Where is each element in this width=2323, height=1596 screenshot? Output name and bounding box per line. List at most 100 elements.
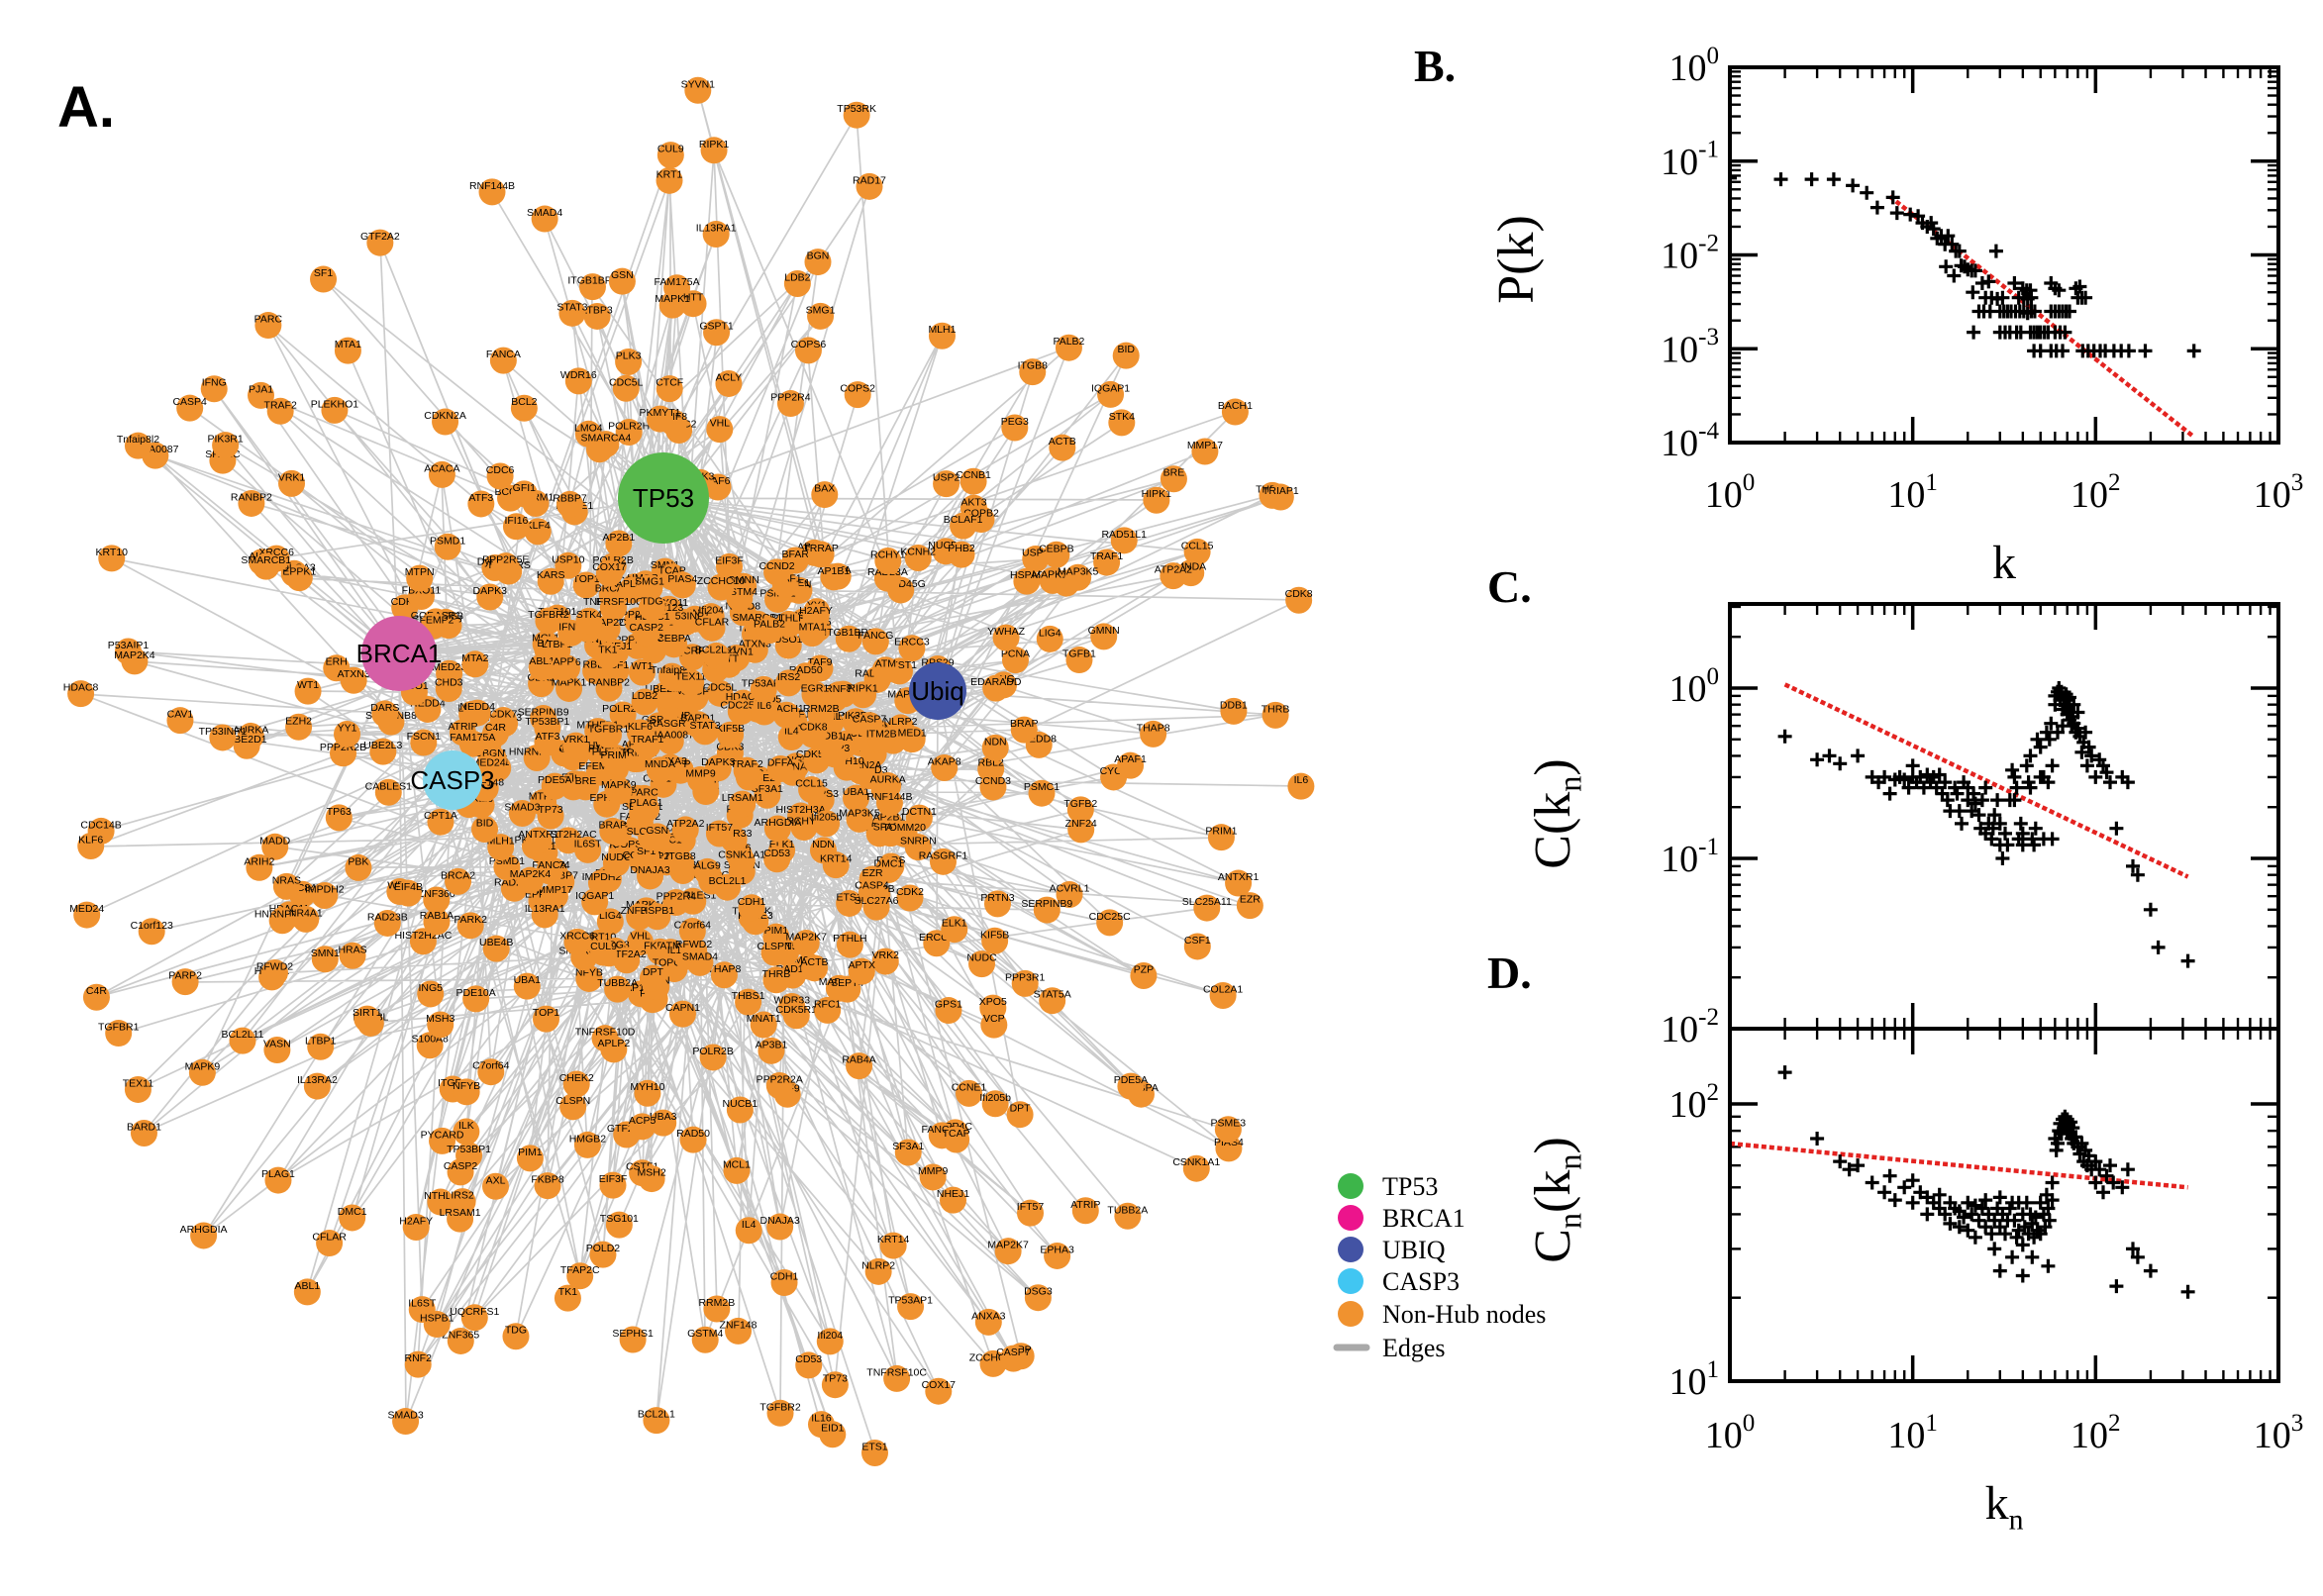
network-node bbox=[247, 381, 274, 409]
network-node-label: SMAD4 bbox=[682, 950, 718, 962]
network-node bbox=[138, 918, 165, 946]
network-node bbox=[573, 1131, 601, 1158]
network-node bbox=[462, 985, 490, 1013]
network-node-label: RAD17 bbox=[853, 174, 886, 186]
network-node-label: AURKA bbox=[233, 724, 268, 736]
network-node-label: MAPK1 bbox=[655, 293, 690, 305]
network-node-label: TP73 bbox=[539, 804, 563, 816]
network-node bbox=[725, 1317, 753, 1345]
network-node-label: PDE5A bbox=[538, 774, 571, 786]
network-node-label: PPP2R2A bbox=[757, 1074, 803, 1086]
network-node bbox=[563, 928, 591, 955]
network-node bbox=[572, 571, 600, 599]
network-node-label: PYCARD bbox=[421, 1129, 464, 1141]
network-node bbox=[456, 912, 484, 940]
network-node bbox=[463, 699, 491, 727]
panel-a-label: A. bbox=[57, 75, 115, 140]
network-node bbox=[482, 935, 510, 962]
network-node-label: SF3A1 bbox=[752, 783, 783, 795]
network-node-label: TP73 bbox=[823, 1373, 848, 1385]
network-node-label: YWHAZ bbox=[987, 626, 1026, 638]
network-node bbox=[264, 1166, 292, 1194]
network-node bbox=[898, 726, 926, 753]
network-node-label: THAP8 bbox=[1137, 722, 1170, 734]
network-node bbox=[609, 701, 637, 729]
network-node bbox=[263, 1037, 291, 1064]
network-node bbox=[562, 732, 590, 759]
network-node bbox=[176, 394, 204, 422]
network-node bbox=[531, 205, 558, 233]
network-node bbox=[209, 724, 237, 751]
network-node bbox=[410, 729, 438, 756]
network-node-label: AP2B1 bbox=[873, 812, 906, 824]
network-node bbox=[434, 533, 461, 560]
axis-tick-label: 10-3 bbox=[1661, 324, 1719, 370]
network-node-label: C4R bbox=[485, 722, 506, 734]
network-node bbox=[672, 608, 700, 636]
network-node-label: ATM bbox=[875, 658, 896, 670]
network-node-label: HTT bbox=[683, 292, 704, 304]
network-node-label: SMAD3 bbox=[504, 802, 540, 814]
network-node bbox=[634, 1079, 661, 1107]
network-node bbox=[629, 1113, 656, 1141]
network-node bbox=[668, 1000, 696, 1028]
scatter-points bbox=[1777, 1065, 2195, 1299]
network-node-label: GPS1 bbox=[935, 999, 962, 1011]
network-node-label: PRIM1 bbox=[601, 749, 633, 761]
network-node-label: MTA1 bbox=[799, 622, 826, 634]
network-node-label: MAPK10 bbox=[1032, 568, 1073, 580]
network-node-label: COPS2 bbox=[840, 383, 875, 395]
axis-tick-label: 102 bbox=[2070, 1410, 2121, 1456]
panel-d-label: D. bbox=[1487, 948, 1532, 998]
network-node-label: KRT10 bbox=[96, 547, 129, 558]
network-node bbox=[1236, 892, 1263, 920]
network-node-label: RNF8 bbox=[825, 683, 853, 695]
network-node bbox=[943, 1126, 970, 1153]
network-node bbox=[807, 302, 835, 330]
legend-item-tp53: TP53 bbox=[1338, 1172, 1438, 1201]
panel-c-label: C. bbox=[1487, 561, 1532, 612]
network-node-label: H2AFY bbox=[799, 605, 833, 617]
network-node bbox=[599, 1171, 627, 1199]
hub-circle bbox=[361, 616, 437, 691]
network-node-label: ETS1 bbox=[836, 891, 861, 903]
network-node-label: CLSPN bbox=[556, 1095, 590, 1107]
network-node-label: RCHY1 bbox=[870, 549, 906, 560]
network-node bbox=[940, 1186, 967, 1214]
network-node-label: MTA2 bbox=[461, 652, 488, 664]
network-node-label: ING5 bbox=[418, 982, 443, 994]
network-node-label: CDK5R1 bbox=[776, 1004, 818, 1016]
network-node-label: DPT bbox=[643, 966, 664, 978]
network-node-label: PLK3 bbox=[616, 349, 642, 361]
scatter-series bbox=[1732, 1065, 2195, 1299]
network-node-label: Ifi205b bbox=[979, 1092, 1011, 1104]
network-node-label: RNF2 bbox=[405, 1352, 433, 1364]
network-node-label: MED24 bbox=[69, 903, 104, 915]
network-node-label: IFT57 bbox=[1017, 1201, 1045, 1213]
panel-b-y-axis-title: P(k) bbox=[1488, 215, 1545, 304]
network-node bbox=[717, 721, 745, 748]
network-node bbox=[981, 734, 1009, 761]
network-node bbox=[795, 1351, 823, 1379]
network-node-label: TCAP bbox=[943, 1128, 970, 1140]
network-node bbox=[121, 648, 149, 675]
network-node bbox=[798, 775, 826, 803]
network-node bbox=[928, 322, 956, 349]
network-node bbox=[801, 954, 829, 982]
network-node bbox=[699, 1044, 727, 1071]
network-node bbox=[658, 291, 686, 319]
network-node-label: AP1B1 bbox=[818, 565, 851, 577]
network-node bbox=[646, 756, 673, 784]
network-node-label: CHD3 bbox=[435, 677, 463, 689]
hub-label: TP53 bbox=[633, 483, 694, 513]
network-node-label: KIF5B bbox=[980, 929, 1009, 941]
network-node bbox=[574, 836, 602, 863]
network-node bbox=[1114, 1202, 1142, 1230]
network-node bbox=[733, 756, 760, 784]
network-node-label: USP10 bbox=[552, 553, 584, 565]
network-node-label: MYH10 bbox=[630, 1081, 664, 1093]
network-node-label: NEDD4 bbox=[459, 701, 495, 713]
network-node-label: DSG3 bbox=[1024, 1286, 1053, 1298]
network-node bbox=[409, 928, 437, 955]
network-node bbox=[723, 1156, 751, 1184]
